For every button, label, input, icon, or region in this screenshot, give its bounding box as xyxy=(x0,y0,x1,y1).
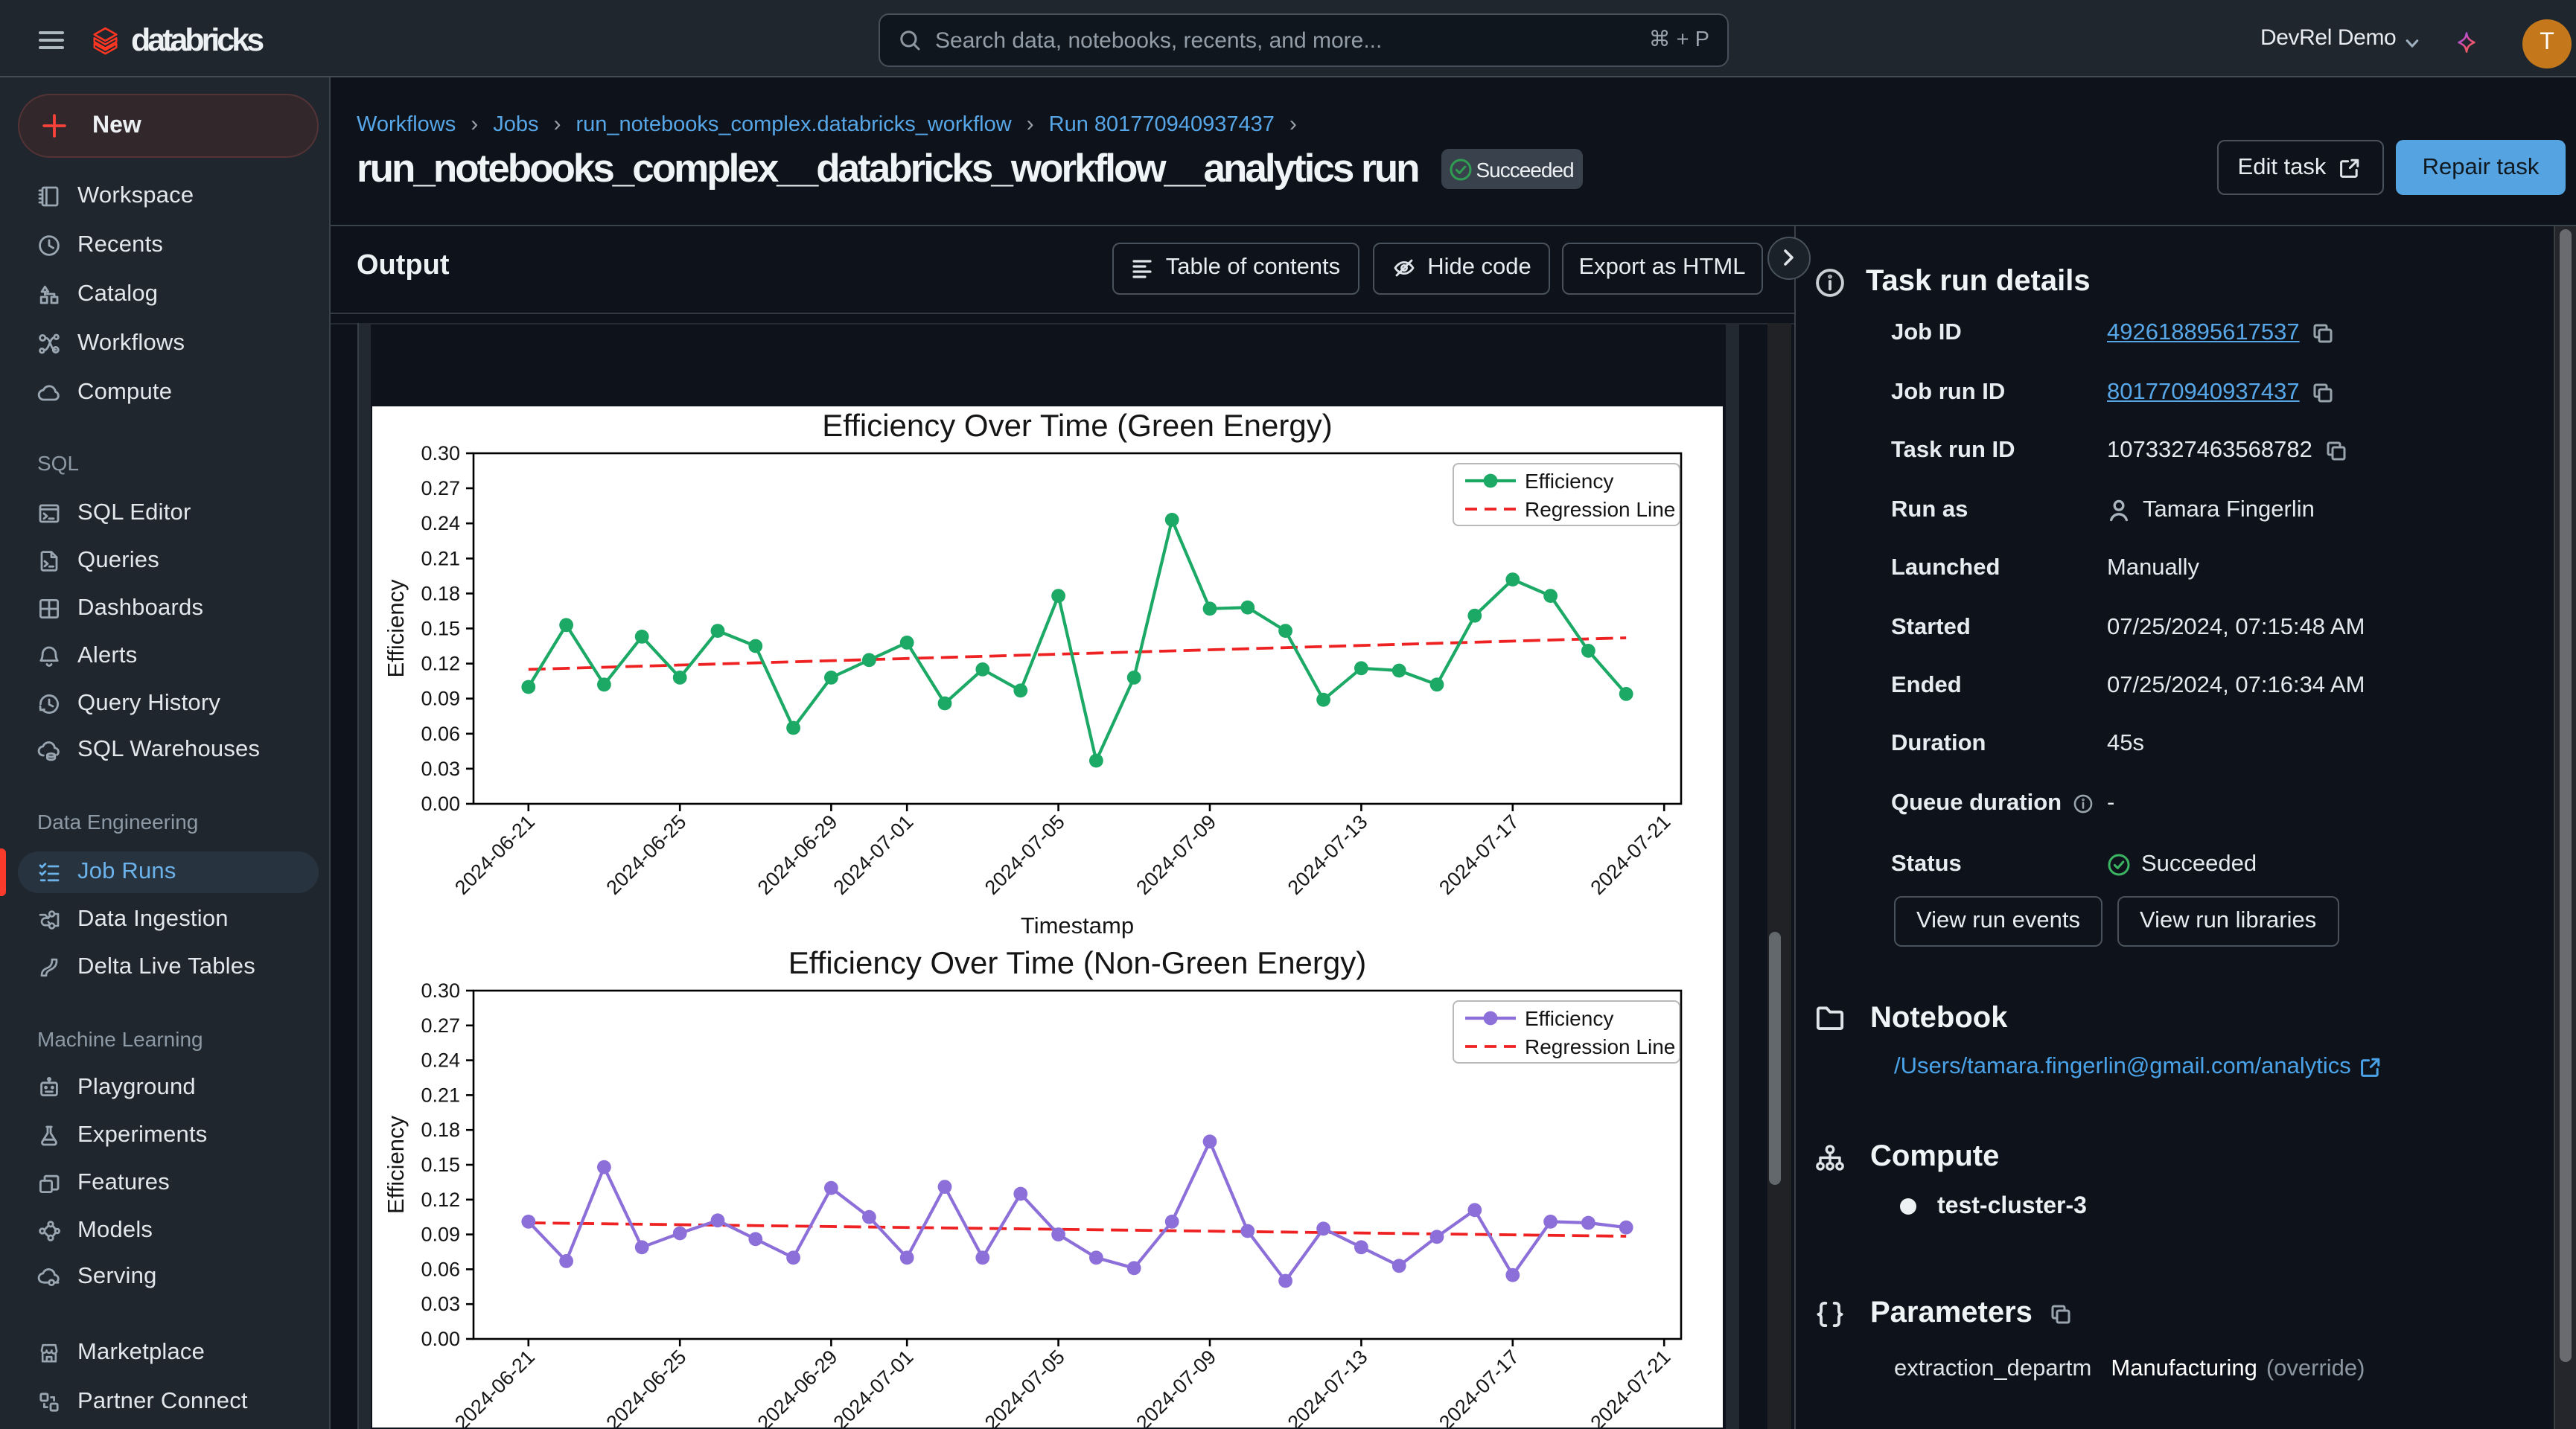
svg-text:2024-07-01: 2024-07-01 xyxy=(829,811,918,899)
svg-text:0.06: 0.06 xyxy=(421,723,460,745)
svg-text:0.06: 0.06 xyxy=(421,1258,460,1280)
svg-text:0.12: 0.12 xyxy=(421,653,460,675)
svg-text:2024-06-25: 2024-06-25 xyxy=(602,1346,691,1427)
svg-text:2024-06-29: 2024-06-29 xyxy=(753,811,842,899)
svg-text:2024-06-25: 2024-06-25 xyxy=(602,811,691,899)
svg-text:0.27: 0.27 xyxy=(421,477,460,499)
svg-text:Efficiency Over Time (Non-Gree: Efficiency Over Time (Non-Green Energy) xyxy=(788,945,1367,980)
svg-text:2024-07-21: 2024-07-21 xyxy=(1587,1346,1675,1427)
svg-text:0.21: 0.21 xyxy=(421,1084,460,1106)
svg-text:2024-07-17: 2024-07-17 xyxy=(1435,811,1523,899)
svg-text:2024-07-05: 2024-07-05 xyxy=(981,1346,1069,1427)
svg-text:2024-06-21: 2024-06-21 xyxy=(450,1346,539,1427)
svg-text:0.00: 0.00 xyxy=(421,1328,460,1350)
svg-text:0.09: 0.09 xyxy=(421,688,460,710)
svg-text:0.18: 0.18 xyxy=(421,582,460,604)
svg-text:2024-07-17: 2024-07-17 xyxy=(1435,1346,1523,1427)
svg-text:0.18: 0.18 xyxy=(421,1119,460,1141)
svg-text:0.12: 0.12 xyxy=(421,1189,460,1211)
svg-text:2024-07-13: 2024-07-13 xyxy=(1284,1346,1372,1427)
svg-text:0.27: 0.27 xyxy=(421,1014,460,1037)
svg-text:0.30: 0.30 xyxy=(421,442,460,464)
svg-text:2024-06-29: 2024-06-29 xyxy=(753,1346,842,1427)
svg-text:0.03: 0.03 xyxy=(421,758,460,780)
svg-text:2024-07-09: 2024-07-09 xyxy=(1132,811,1220,899)
svg-text:Regression Line: Regression Line xyxy=(1525,498,1675,521)
svg-text:Regression Line: Regression Line xyxy=(1525,1035,1675,1058)
svg-text:Efficiency: Efficiency xyxy=(383,1115,409,1214)
svg-text:0.00: 0.00 xyxy=(421,793,460,815)
svg-text:2024-07-01: 2024-07-01 xyxy=(829,1346,918,1427)
svg-text:Timestamp: Timestamp xyxy=(1021,912,1134,939)
svg-text:2024-07-21: 2024-07-21 xyxy=(1587,811,1675,899)
svg-text:2024-06-21: 2024-06-21 xyxy=(450,811,539,899)
svg-text:0.03: 0.03 xyxy=(421,1293,460,1315)
svg-text:2024-07-05: 2024-07-05 xyxy=(981,811,1069,899)
svg-text:0.24: 0.24 xyxy=(421,512,460,534)
svg-text:2024-07-09: 2024-07-09 xyxy=(1132,1346,1220,1427)
svg-text:Efficiency: Efficiency xyxy=(383,579,409,678)
svg-text:0.09: 0.09 xyxy=(421,1224,460,1246)
svg-text:Efficiency: Efficiency xyxy=(1525,470,1613,493)
svg-text:0.15: 0.15 xyxy=(421,1154,460,1176)
svg-text:0.30: 0.30 xyxy=(421,979,460,1002)
svg-text:0.15: 0.15 xyxy=(421,618,460,640)
svg-text:0.24: 0.24 xyxy=(421,1049,460,1072)
svg-text:0.21: 0.21 xyxy=(421,547,460,569)
svg-text:Efficiency: Efficiency xyxy=(1525,1007,1613,1030)
svg-text:Efficiency Over Time (Green En: Efficiency Over Time (Green Energy) xyxy=(822,408,1332,443)
svg-text:2024-07-13: 2024-07-13 xyxy=(1284,811,1372,899)
